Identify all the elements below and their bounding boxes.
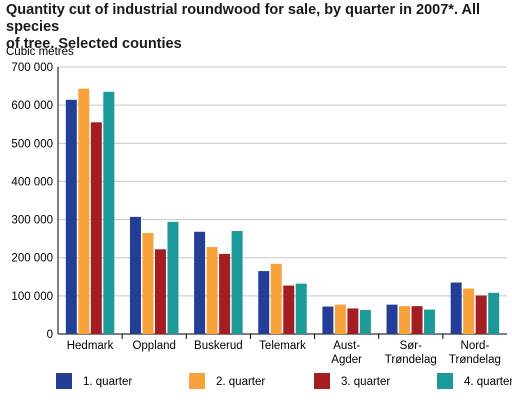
- x-tick-label: Telemark: [259, 340, 306, 352]
- y-tick-label: 500 000: [11, 138, 53, 150]
- y-tick-label: 300 000: [11, 215, 53, 227]
- bar: [334, 304, 346, 334]
- bar: [475, 295, 487, 334]
- x-tick-label: Hedmark: [67, 340, 114, 352]
- chart-title: Quantity cut of industrial roundwood for…: [6, 2, 506, 53]
- bar: [283, 285, 295, 334]
- x-tick-label: Nord-: [461, 340, 490, 352]
- x-tick-label: Agder: [331, 354, 362, 366]
- bar: [167, 221, 179, 334]
- bar: [142, 232, 154, 334]
- bar: [103, 91, 115, 335]
- bar: [90, 122, 102, 334]
- bar: [206, 247, 218, 334]
- y-tick-label: 600 000: [11, 100, 53, 112]
- bar: [231, 231, 243, 334]
- bar: [129, 216, 141, 334]
- y-tick-label: 400 000: [11, 176, 53, 188]
- x-tick-label: Oppland: [132, 340, 175, 352]
- bar: [65, 99, 77, 334]
- bar: [78, 88, 90, 335]
- y-tick-label: 700 000: [11, 62, 53, 74]
- x-tick-label: Buskerud: [194, 340, 243, 352]
- y-axis-label: Cubic metres: [6, 46, 74, 58]
- x-tick-label: Aust-: [333, 340, 360, 352]
- legend-label: 4. quarter: [464, 376, 512, 388]
- bar: [424, 309, 436, 334]
- bar: [399, 306, 411, 334]
- bar: [450, 282, 462, 334]
- legend-swatch: [189, 373, 205, 389]
- legend-label: 2. quarter: [216, 376, 265, 388]
- bar: [219, 253, 231, 334]
- legend-swatch: [437, 373, 453, 389]
- x-tick-label: Trøndelag: [449, 354, 501, 366]
- bar: [194, 231, 206, 334]
- bar: [295, 283, 307, 334]
- bar: [322, 306, 334, 334]
- legend-label: 3. quarter: [341, 376, 390, 388]
- bar: [411, 306, 423, 334]
- bar: [386, 304, 398, 334]
- bar: [359, 309, 371, 334]
- legend-swatch: [56, 373, 72, 389]
- legend-label: 1. quarter: [83, 376, 132, 388]
- bar: [347, 308, 359, 334]
- chart-title-line-1: Quantity cut of industrial roundwood for…: [6, 2, 480, 35]
- bar: [154, 249, 166, 334]
- legend-swatch: [314, 373, 330, 389]
- y-tick-label: 100 000: [11, 291, 53, 303]
- bar: [488, 292, 500, 334]
- chart-title-line-2: of tree. Selected counties: [6, 36, 182, 52]
- y-tick-label: 200 000: [11, 253, 53, 265]
- bar: [270, 263, 282, 334]
- x-tick-label: Trøndelag: [385, 354, 437, 366]
- bar: [463, 288, 475, 334]
- x-tick-label: Sør-: [400, 340, 423, 352]
- bar: [258, 271, 270, 334]
- y-tick-label: 0: [47, 329, 53, 341]
